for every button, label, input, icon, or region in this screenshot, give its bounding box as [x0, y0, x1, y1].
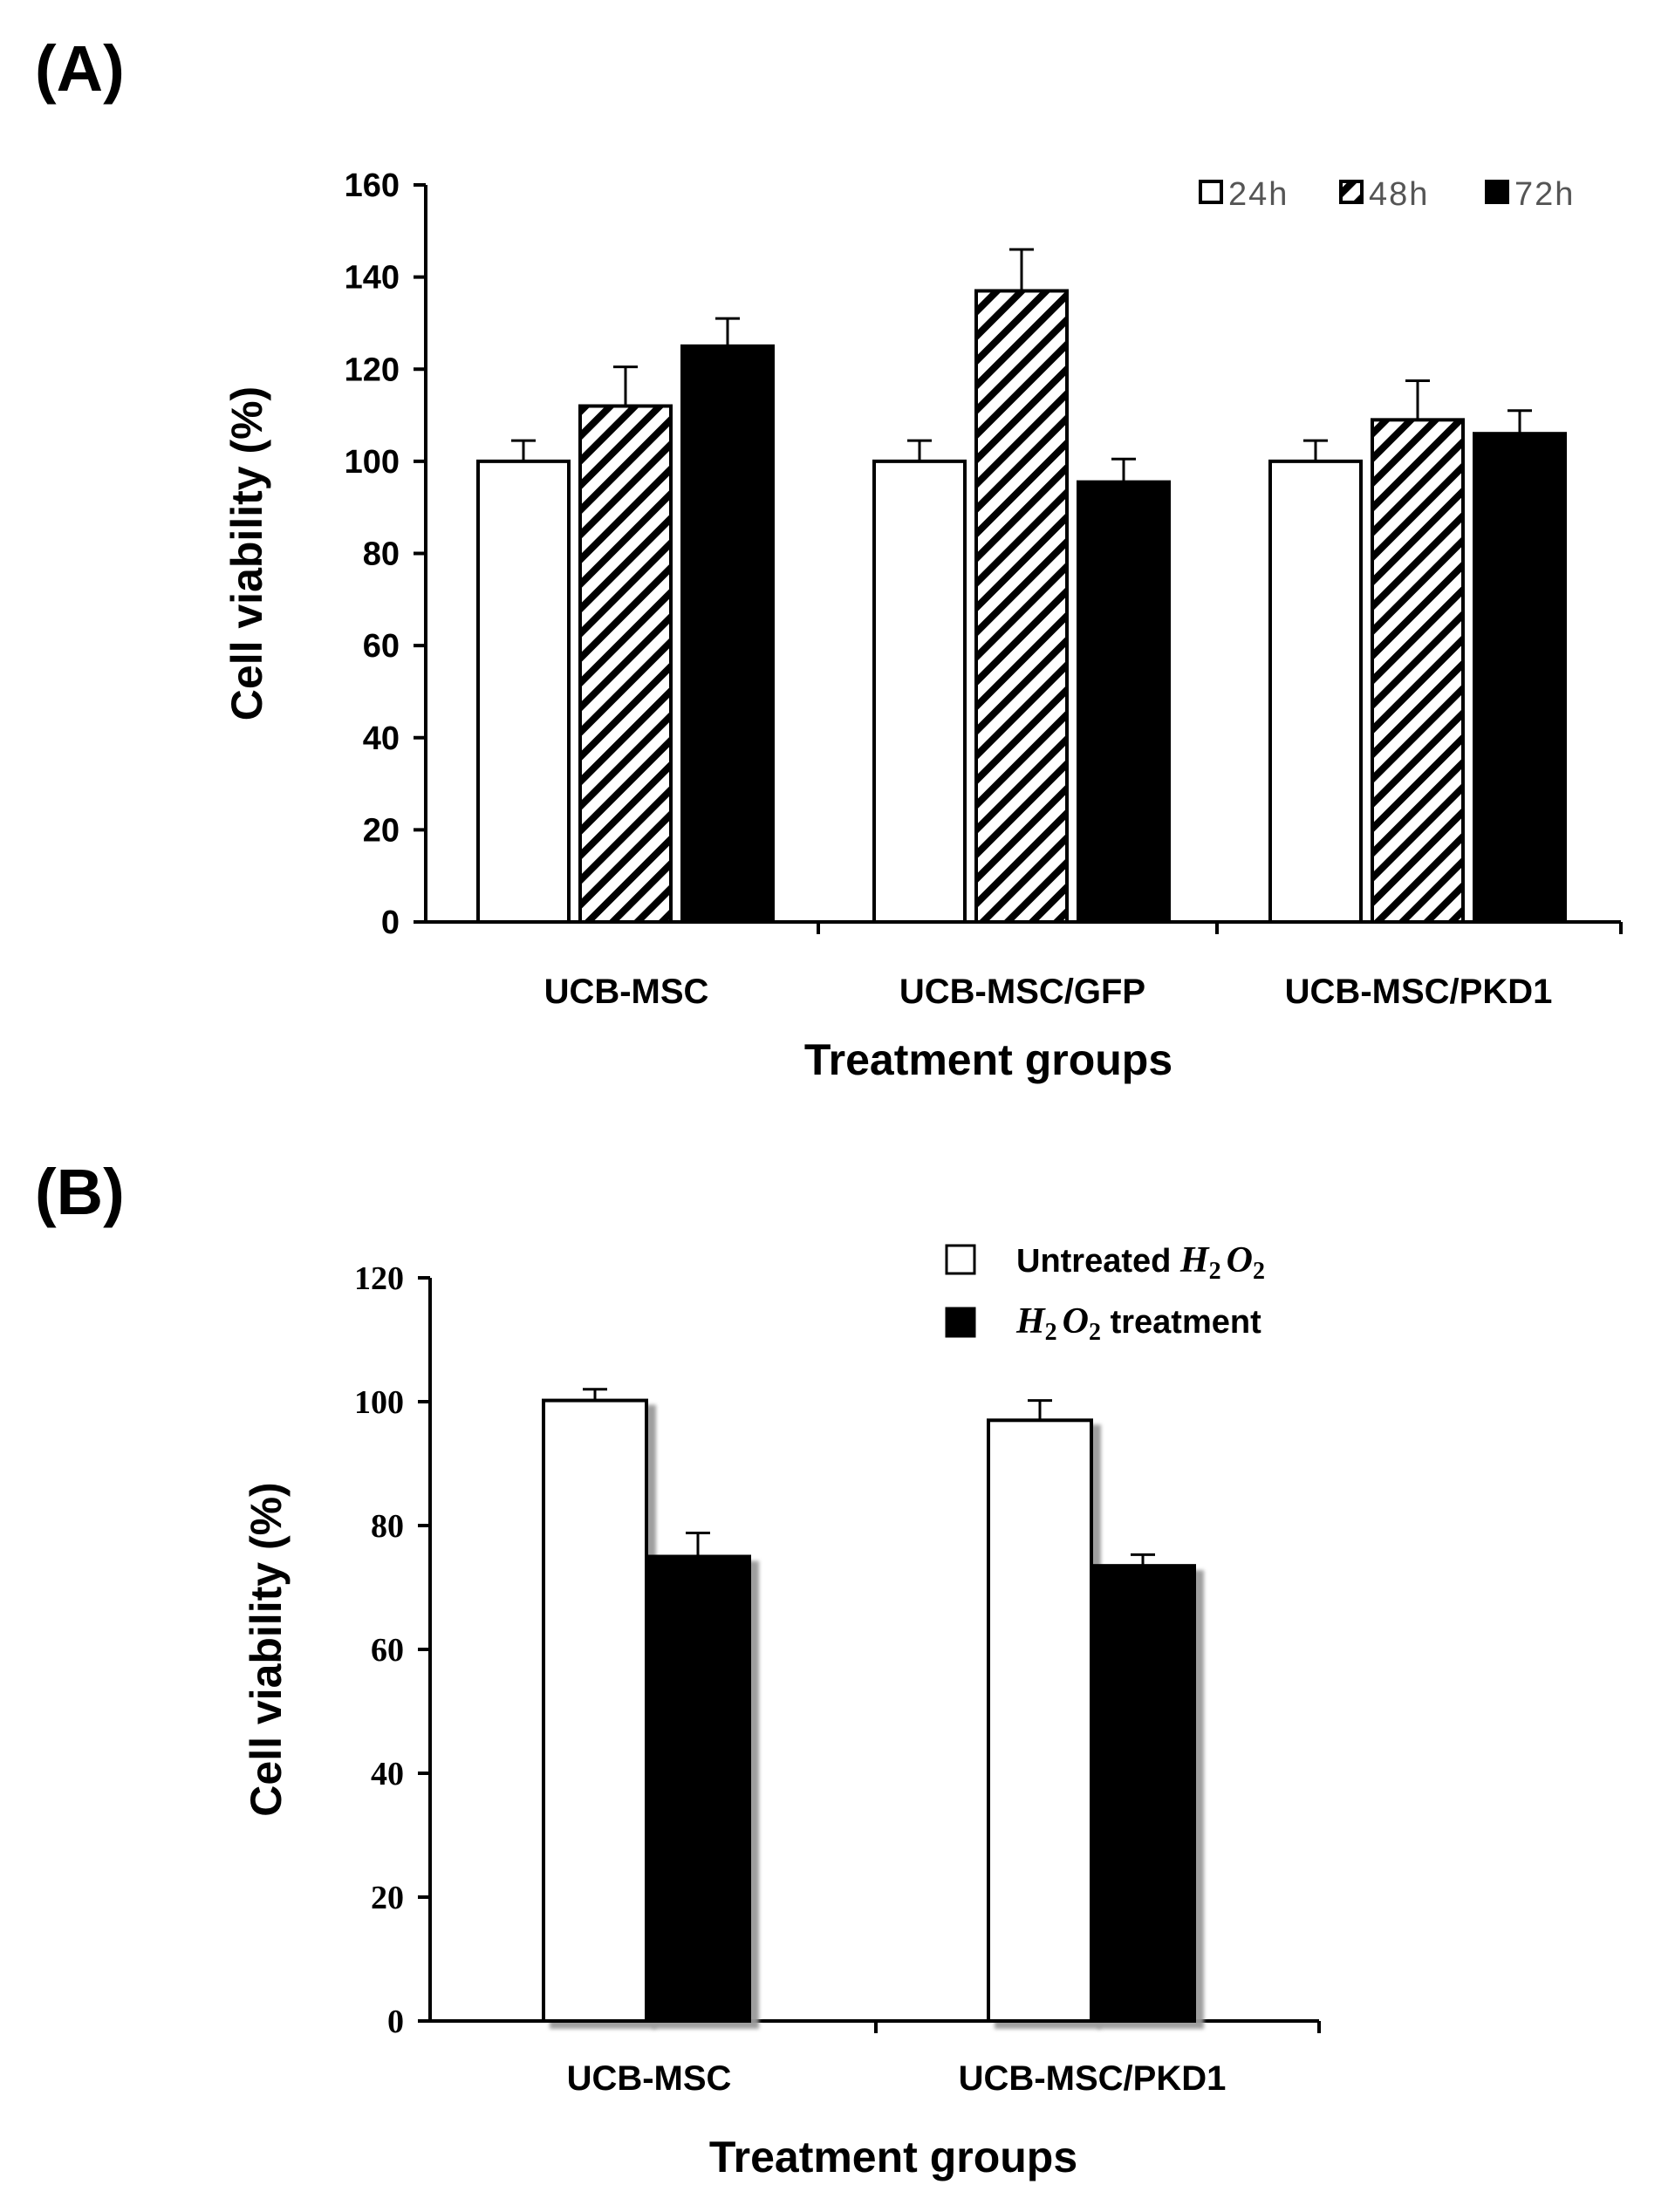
bar	[645, 1554, 751, 2023]
x-category-label: UCB-MSC/PKD1	[959, 2059, 1227, 2098]
bar	[476, 459, 571, 924]
y-tick-label: 20	[363, 812, 400, 849]
x-category-label: UCB-MSC	[567, 2059, 732, 2098]
y-tick-label: 120	[345, 352, 400, 388]
bar	[1077, 480, 1171, 924]
bar	[1371, 418, 1465, 924]
legend-swatch	[1485, 180, 1509, 204]
y-tick-label: 80	[363, 536, 400, 573]
panel-b-label: (B)	[35, 1156, 125, 1228]
x-category-label: UCB-MSC/GFP	[899, 973, 1145, 1011]
y-tick-label: 120	[354, 1260, 404, 1297]
y-tick-label: 0	[381, 905, 400, 941]
bar	[872, 459, 967, 924]
y-tick-label: 40	[371, 1756, 404, 1792]
chart-b: 0 20 40 60 80 100 120 UCB-MSC UCB-MSC/PKD1 Cell v…	[242, 1240, 1321, 2181]
bar	[578, 404, 673, 924]
legend-label: H2 O2 treatment	[1015, 1301, 1261, 1346]
y-tick-label: 80	[371, 1508, 404, 1545]
x-axis-title: Treatment groups	[804, 1035, 1172, 1084]
y-tick-label: 100	[354, 1384, 404, 1421]
legend-label: 72h	[1514, 176, 1575, 213]
y-axis-title: Cell viability (%)	[222, 386, 271, 720]
panel-a-label: (A)	[35, 32, 125, 105]
y-tick-label: 20	[371, 1880, 404, 1916]
bar	[542, 1398, 648, 2023]
legend-swatch	[1199, 180, 1223, 204]
y-tick-label: 160	[345, 167, 400, 204]
bar	[680, 344, 775, 924]
y-tick-label: 100	[345, 444, 400, 481]
y-axis-title: Cell viability (%)	[242, 1482, 291, 1816]
legend-swatch	[945, 1244, 976, 1275]
legend-label: 24h	[1228, 176, 1289, 213]
bar	[974, 289, 1069, 924]
x-category-label: UCB-MSC/PKD1	[1285, 973, 1553, 1011]
x-category-label: UCB-MSC	[544, 973, 709, 1011]
legend-swatch	[1339, 180, 1364, 204]
x-axis-title: Treatment groups	[709, 2133, 1077, 2181]
y-tick-label: 140	[345, 260, 400, 297]
bar	[987, 1418, 1093, 2024]
bar	[1268, 459, 1363, 924]
chart-a: 0 20 40 60 80 100 120 140 160 UCB-MSC UCB-MSC/GFP U…	[222, 167, 1623, 1084]
legend-swatch	[945, 1307, 976, 1338]
legend-b: Untreated H2 O2 H2 O2 treatment	[945, 1240, 1265, 1346]
y-tick-label: 0	[387, 2004, 404, 2040]
bar	[1090, 1564, 1196, 2023]
y-tick-label: 40	[363, 720, 400, 757]
legend-a: 24h 48h 72h	[1199, 176, 1575, 213]
bar	[1473, 432, 1567, 924]
y-tick-label: 60	[371, 1632, 404, 1669]
legend-label: 48h	[1369, 176, 1429, 213]
legend-label: Untreated H2 O2	[1016, 1240, 1265, 1285]
y-tick-label: 60	[363, 628, 400, 665]
